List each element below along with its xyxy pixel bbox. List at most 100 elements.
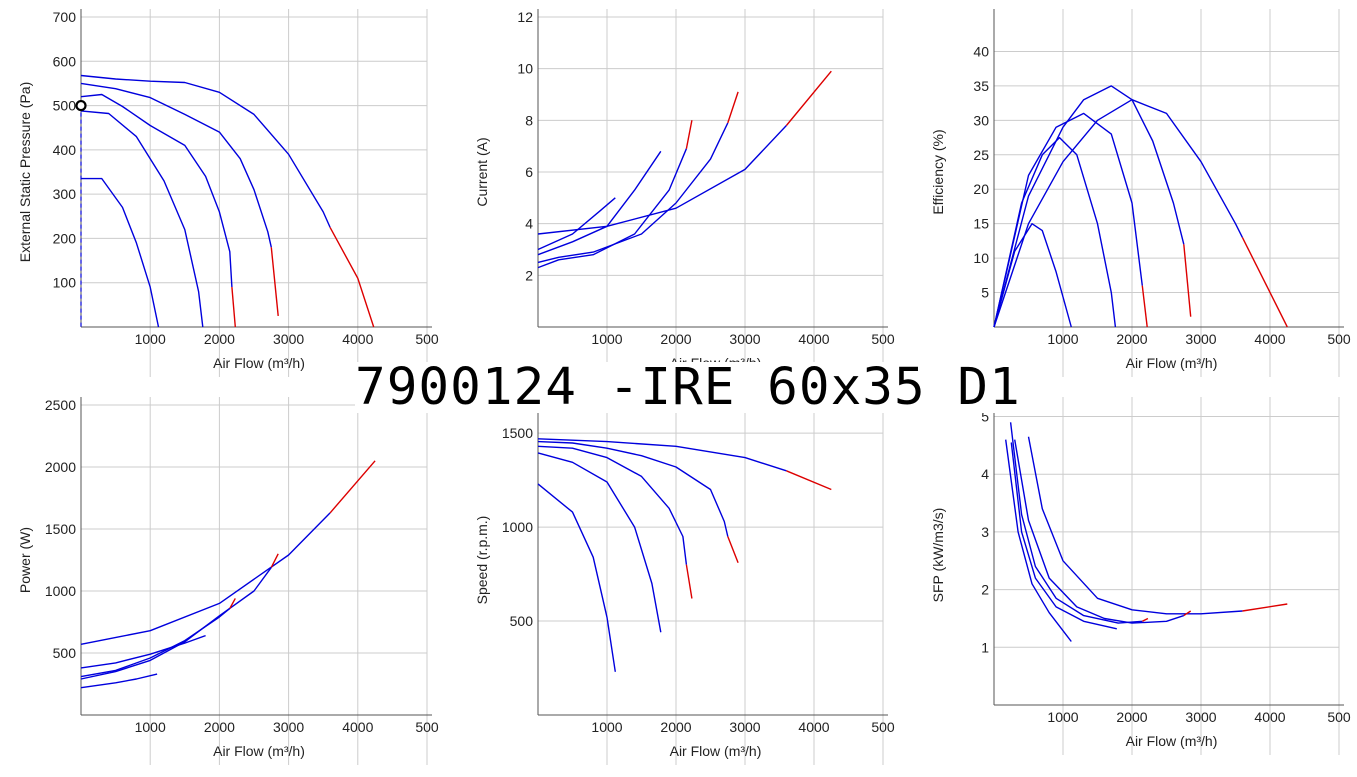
y-tick-label: 1000 <box>502 519 533 535</box>
chart-pressure: 100 200 300 400 500 600 700 1000 2000 3000 4000 500… <box>17 9 439 377</box>
y-tick-label: 2 <box>525 267 533 283</box>
series-line <box>80 82 272 248</box>
series-line <box>80 74 331 228</box>
y-tick-label: 200 <box>53 230 77 246</box>
x-axis-label: Air Flow (m³/h) <box>670 743 762 759</box>
series-line <box>80 512 331 645</box>
y-tick-label: 400 <box>53 142 77 158</box>
y-tick-label: 1500 <box>45 521 76 537</box>
x-tick-label: 3000 <box>273 719 304 735</box>
series-line <box>993 223 1072 328</box>
y-axis-label: External Static Pressure (Pa) <box>17 82 33 263</box>
y-axis-label: Efficiency (%) <box>930 129 946 214</box>
x-tick-label: 500 <box>415 719 439 735</box>
x-tick-label: 4000 <box>1254 331 1285 347</box>
y-tick-label: 300 <box>53 186 77 202</box>
series-line <box>80 566 272 680</box>
x-tick-label: 1000 <box>591 331 622 347</box>
y-tick-label: 500 <box>53 645 77 661</box>
series-line <box>537 122 729 264</box>
series-line <box>80 607 231 678</box>
series-line <box>993 136 1117 328</box>
x-axis-label: Air Flow (m³/h) <box>1126 355 1218 371</box>
series-limit-segment <box>685 564 693 599</box>
series-limit-segment <box>231 287 236 328</box>
series-limit-segment <box>270 553 279 568</box>
x-tick-label: 2000 <box>660 719 691 735</box>
x-tick-label: 3000 <box>1185 331 1216 347</box>
y-tick-label: 20 <box>973 181 989 197</box>
x-tick-label: 500 <box>871 719 895 735</box>
x-tick-label: 2000 <box>660 331 691 347</box>
y-axis-label: SFP (kW/m3/s) <box>930 508 946 603</box>
y-tick-label: 700 <box>53 9 77 25</box>
series-limit-segment <box>685 120 693 149</box>
x-tick-label: 1000 <box>135 331 166 347</box>
y-tick-label: 10 <box>517 61 533 77</box>
series-limit-segment <box>727 536 739 564</box>
x-tick-label: 3000 <box>729 331 760 347</box>
x-tick-label: 1000 <box>135 719 166 735</box>
series-line <box>80 634 206 669</box>
x-tick-label: 500 <box>415 331 439 347</box>
x-tick-label: 4000 <box>1254 709 1285 725</box>
series-limit-segment <box>1183 244 1192 317</box>
series-line <box>1009 422 1143 624</box>
y-tick-label: 4 <box>981 466 989 482</box>
y-tick-label: 1 <box>981 639 989 655</box>
y-axis-label: Current (A) <box>474 137 490 206</box>
x-tick-label: 4000 <box>798 331 829 347</box>
y-tick-label: 5 <box>981 285 989 301</box>
y-tick-label: 3 <box>981 524 989 540</box>
y-tick-label: 500 <box>510 613 534 629</box>
y-tick-label: 5 <box>981 409 989 425</box>
series-line <box>537 197 616 251</box>
y-tick-label: 30 <box>973 112 989 128</box>
series-line <box>81 177 160 328</box>
y-tick-label: 4 <box>525 216 533 232</box>
x-tick-label: 1000 <box>1047 331 1078 347</box>
series-line <box>1014 439 1185 624</box>
series-line <box>993 85 1185 328</box>
x-tick-label: 2000 <box>204 331 235 347</box>
series-limit-segment <box>329 227 375 328</box>
x-tick-label: 3000 <box>1185 709 1216 725</box>
series-limit-segment <box>1141 285 1148 328</box>
x-tick-label: 2000 <box>1116 331 1147 347</box>
series-line <box>537 483 616 672</box>
series-limit-segment <box>1141 617 1149 622</box>
series-line <box>537 445 688 565</box>
x-tick-label: 500 <box>871 331 895 347</box>
x-tick-label: 500 <box>1327 331 1351 347</box>
x-tick-label: 1000 <box>1047 709 1078 725</box>
x-tick-label: 4000 <box>342 719 373 735</box>
x-tick-label: 4000 <box>798 719 829 735</box>
x-tick-label: 1000 <box>591 719 622 735</box>
y-axis-label: Power (W) <box>17 527 33 593</box>
y-tick-label: 40 <box>973 43 989 59</box>
series-line <box>1010 442 1117 630</box>
y-tick-label: 12 <box>517 9 533 25</box>
x-tick-label: 2000 <box>1116 709 1147 725</box>
series-line <box>537 150 662 256</box>
chart-current: 246810121000200030004000500Air Flow (m³/… <box>474 9 895 377</box>
series-limit-segment <box>270 247 279 316</box>
series-line <box>993 112 1143 328</box>
operating-point-marker <box>75 99 87 112</box>
series-line <box>537 125 787 235</box>
y-tick-label: 8 <box>525 112 533 128</box>
y-tick-label: 500 <box>53 98 77 114</box>
series-line <box>537 440 729 537</box>
x-axis-label: Air Flow (m³/h) <box>1126 733 1218 749</box>
series-line <box>537 148 688 269</box>
y-axis-label: Speed (r.p.m.) <box>474 516 490 605</box>
x-tick-label: 4000 <box>342 331 373 347</box>
series-line <box>1027 436 1243 615</box>
chart-efficiency: 5 10 15 20 25 30 35 40 1000 2000 3000 4000 500 Air Fl… <box>930 9 1351 377</box>
y-tick-label: 2 <box>981 582 989 598</box>
chart-speed: 500 1000 1500 1000 2000 3000 4000 500 Air Flow (… <box>474 397 895 765</box>
x-tick-label: 500 <box>1327 709 1351 725</box>
series-limit-segment <box>727 91 739 124</box>
y-tick-label: 1000 <box>45 583 76 599</box>
